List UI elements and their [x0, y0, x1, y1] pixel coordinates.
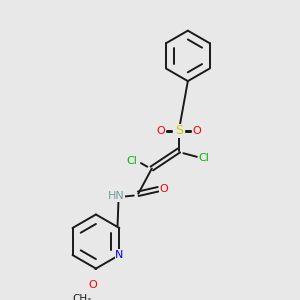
Text: O: O — [89, 280, 98, 290]
Text: S: S — [175, 124, 183, 137]
Text: O: O — [193, 126, 201, 136]
Text: CH₃: CH₃ — [73, 294, 92, 300]
Text: O: O — [159, 184, 168, 194]
Text: N: N — [115, 250, 124, 260]
Text: O: O — [156, 126, 165, 136]
Text: Cl: Cl — [199, 153, 209, 163]
Text: HN: HN — [107, 191, 124, 202]
Text: Cl: Cl — [127, 156, 137, 166]
